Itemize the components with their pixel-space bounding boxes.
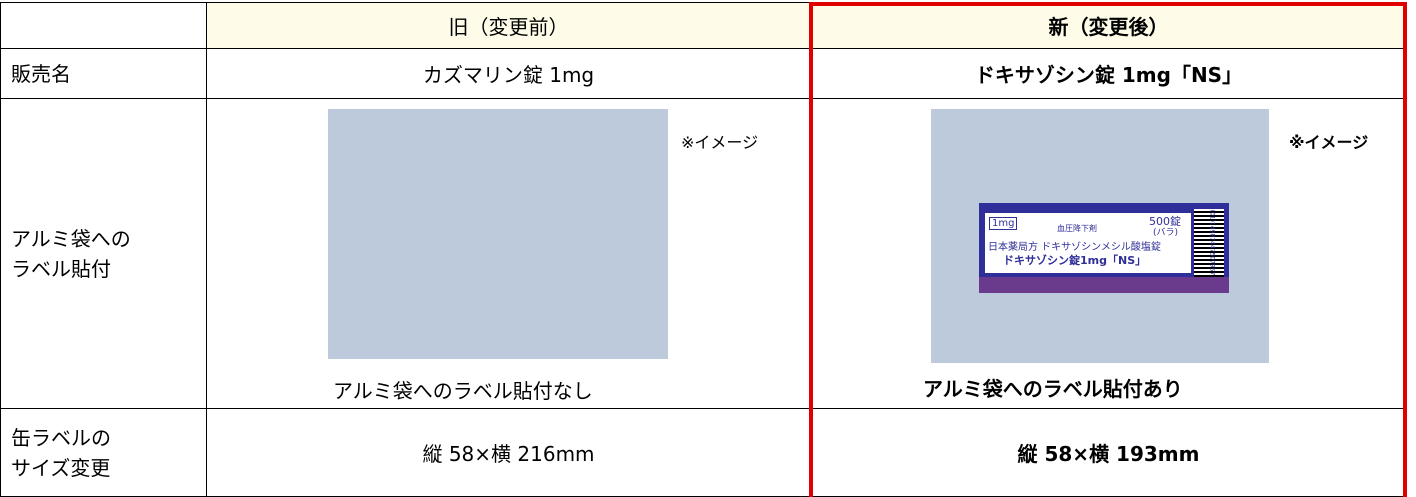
label-text: (バラ) [1153, 228, 1179, 238]
header-cell: 新（変更後） [810, 2, 1407, 49]
cell: ※イメージ アルミ袋へのラベル貼付なし [206, 98, 811, 409]
cell-text: ドキサゾシン錠 1mg「NS」 [974, 63, 1243, 87]
row-label-text: 缶ラベルの [11, 425, 111, 450]
header-text: 新（変更後） [1048, 15, 1169, 39]
cell: カズマリン錠 1mg [206, 48, 811, 99]
row-label: 販売名 [0, 48, 207, 99]
highlight-frame [809, 2, 1407, 497]
header-text: 旧（変更前） [448, 15, 569, 39]
cell: 縦 58×横 216mm [206, 408, 811, 497]
note: ※イメージ [1289, 133, 1369, 152]
corner-cell [0, 2, 207, 49]
header-cell: 旧（変更前） [206, 2, 811, 49]
label-image: 1mg 血圧降下剤 500錠 (バラ) 日本薬局方 ドキサゾシンメシル酸塩錠 ド… [979, 203, 1229, 293]
row-label-text: ラベル貼付 [11, 256, 111, 281]
cell-text: カズマリン錠 1mg [422, 63, 595, 87]
cell-text: アルミ袋へのラベル貼付なし [333, 379, 593, 403]
cell-text: 縦 58×横 193mm [1017, 442, 1200, 466]
cell-text: 縦 58×横 216mm [422, 442, 595, 466]
row-label-text: 販売名 [11, 61, 71, 86]
row-label-text: アルミ袋への [11, 226, 131, 251]
label-text: 日本薬局方 ドキサゾシンメシル酸塩錠 [988, 242, 1161, 253]
label-text: 500錠 [1149, 215, 1181, 228]
label-text: 血圧降下剤 [1057, 224, 1097, 233]
label-text: 1mg [989, 217, 1018, 230]
note: ※イメージ [681, 133, 759, 152]
cell-text: アルミ袋へのラベル貼付あり [923, 377, 1183, 401]
row-label-text: サイズ変更 [11, 455, 111, 480]
label-text: ドキサゾシン錠1mg「NS」 [1003, 254, 1147, 267]
cell: ドキサゾシン錠 1mg「NS」 [810, 48, 1407, 99]
row-label: アルミ袋への ラベル貼付 [0, 98, 207, 409]
row-label: 缶ラベルのサイズ変更 [0, 408, 207, 497]
bag-image [328, 109, 668, 359]
